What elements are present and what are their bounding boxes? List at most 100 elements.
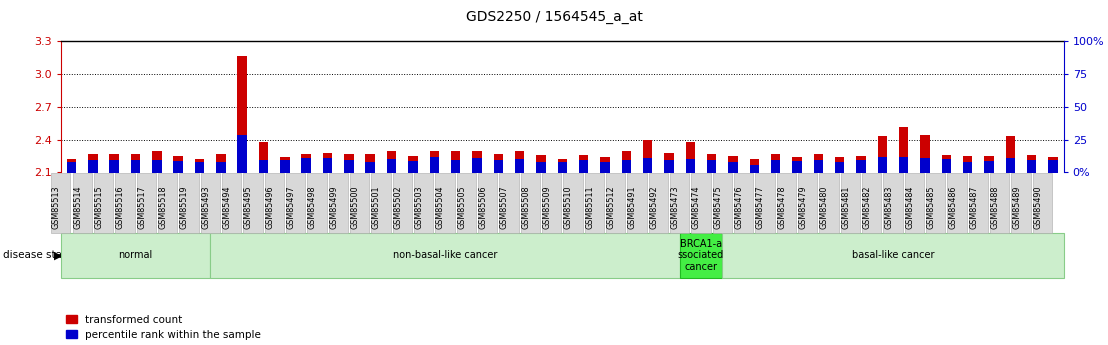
Bar	[280, 157, 290, 172]
Text: GSM85511: GSM85511	[585, 186, 594, 229]
Text: disease state: disease state	[3, 250, 73, 260]
Bar	[963, 156, 973, 172]
Bar	[728, 156, 738, 172]
Text: GSM85499: GSM85499	[329, 186, 338, 229]
Text: GSM85518: GSM85518	[158, 186, 167, 229]
Text: GSM85509: GSM85509	[543, 186, 552, 229]
Text: GSM85492: GSM85492	[649, 186, 658, 229]
Bar	[984, 161, 994, 172]
Bar	[259, 160, 268, 172]
Bar	[408, 156, 418, 172]
Text: GSM85516: GSM85516	[116, 186, 125, 229]
Text: GSM85515: GSM85515	[94, 186, 104, 229]
Bar	[856, 156, 865, 172]
Bar	[921, 158, 930, 172]
Bar	[899, 157, 909, 172]
Bar	[707, 160, 717, 172]
Bar	[493, 154, 503, 172]
Bar	[578, 155, 588, 172]
Bar	[345, 154, 353, 172]
Bar	[771, 160, 780, 172]
Bar	[834, 161, 844, 172]
Text: BRCA1-a
ssociated
cancer: BRCA1-a ssociated cancer	[678, 239, 725, 272]
Bar	[322, 158, 332, 172]
Bar	[366, 154, 376, 172]
Text: GSM85480: GSM85480	[820, 186, 829, 229]
Text: GSM85503: GSM85503	[414, 186, 423, 229]
Bar	[451, 151, 461, 172]
Bar	[131, 154, 141, 172]
Bar	[813, 154, 823, 172]
Bar	[664, 153, 674, 172]
Bar	[66, 159, 76, 172]
Bar	[878, 157, 888, 172]
Text: GSM85504: GSM85504	[435, 186, 445, 229]
Text: GSM85482: GSM85482	[863, 186, 872, 229]
Text: GSM85473: GSM85473	[670, 186, 679, 229]
Bar	[1048, 157, 1058, 172]
Text: GSM85489: GSM85489	[1012, 186, 1020, 229]
Text: GSM85510: GSM85510	[564, 186, 573, 229]
Bar	[280, 160, 290, 172]
Text: GSM85517: GSM85517	[137, 186, 146, 229]
Bar	[216, 161, 226, 172]
Text: GSM85501: GSM85501	[372, 186, 381, 229]
Bar	[536, 161, 546, 172]
Bar	[578, 160, 588, 172]
Text: GSM85475: GSM85475	[714, 186, 722, 229]
Bar	[174, 156, 183, 172]
Bar	[942, 155, 951, 172]
Text: GSM85519: GSM85519	[179, 186, 189, 229]
Text: GSM85497: GSM85497	[287, 186, 296, 229]
Bar	[664, 160, 674, 172]
Bar	[493, 160, 503, 172]
Bar	[686, 159, 695, 172]
Bar	[301, 158, 311, 172]
Bar	[322, 153, 332, 172]
Text: GDS2250 / 1564545_a_at: GDS2250 / 1564545_a_at	[465, 10, 643, 24]
Text: GSM85476: GSM85476	[735, 186, 743, 229]
Bar	[771, 154, 780, 172]
Text: GSM85487: GSM85487	[970, 186, 978, 229]
Text: GSM85493: GSM85493	[202, 186, 211, 229]
Bar	[1048, 160, 1058, 172]
Bar	[1006, 158, 1015, 172]
Bar	[430, 151, 439, 172]
Text: GSM85495: GSM85495	[244, 186, 253, 229]
Bar	[856, 160, 865, 172]
Bar	[813, 160, 823, 172]
Text: GSM85478: GSM85478	[778, 186, 787, 229]
Bar	[430, 157, 439, 172]
Text: GSM85485: GSM85485	[926, 186, 935, 229]
Text: GSM85496: GSM85496	[265, 186, 275, 229]
Text: GSM85500: GSM85500	[350, 186, 360, 229]
Bar	[195, 162, 204, 172]
Bar	[152, 151, 162, 172]
Text: GSM85498: GSM85498	[308, 186, 317, 229]
Text: GSM85477: GSM85477	[756, 186, 765, 229]
Bar	[1006, 136, 1015, 172]
Bar	[237, 56, 247, 172]
Bar	[110, 154, 119, 172]
Bar	[1027, 155, 1036, 172]
Bar	[622, 151, 632, 172]
Bar	[557, 159, 567, 172]
Bar	[728, 161, 738, 172]
Text: normal: normal	[119, 250, 153, 260]
Bar	[792, 161, 802, 172]
Text: GSM85491: GSM85491	[628, 186, 637, 229]
Bar	[515, 159, 524, 172]
Bar	[1027, 160, 1036, 172]
Bar	[451, 160, 461, 172]
Text: GSM85488: GSM85488	[991, 186, 999, 229]
Bar	[963, 161, 973, 172]
Bar	[686, 142, 695, 172]
Text: GSM85474: GSM85474	[692, 186, 701, 229]
Bar	[749, 165, 759, 172]
Bar	[152, 160, 162, 172]
Bar	[601, 157, 609, 172]
Text: GSM85479: GSM85479	[799, 186, 808, 229]
Text: GSM85508: GSM85508	[521, 186, 531, 229]
Bar	[259, 142, 268, 172]
Bar	[237, 135, 247, 172]
